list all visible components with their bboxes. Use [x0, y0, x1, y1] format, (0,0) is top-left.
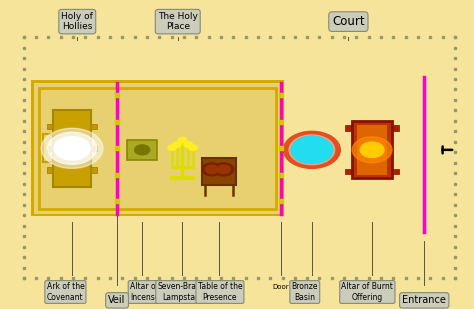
Bar [127, 140, 157, 160]
Bar [202, 158, 236, 184]
Text: Altar of Burnt
Offering: Altar of Burnt Offering [341, 282, 393, 302]
Circle shape [189, 145, 197, 150]
Circle shape [352, 137, 392, 163]
Bar [345, 125, 399, 131]
Text: Veil: Veil [109, 295, 126, 305]
Bar [47, 167, 97, 173]
Circle shape [291, 136, 333, 163]
Circle shape [41, 128, 103, 168]
Bar [53, 110, 91, 187]
Text: Altar of
Incense: Altar of Incense [130, 282, 159, 302]
Bar [356, 125, 387, 175]
Bar [31, 80, 284, 216]
Circle shape [360, 142, 384, 158]
Text: Holy of
Hollies: Holy of Hollies [61, 12, 93, 31]
Circle shape [168, 145, 176, 150]
Circle shape [184, 142, 192, 147]
Circle shape [289, 135, 335, 165]
Bar [47, 124, 97, 129]
Circle shape [47, 132, 97, 164]
Circle shape [178, 137, 187, 143]
Text: Seven-Branch
Lampstand: Seven-Branch Lampstand [157, 282, 210, 302]
Bar [47, 146, 97, 151]
Bar [39, 87, 276, 209]
Bar [345, 169, 399, 174]
Circle shape [135, 145, 150, 155]
Bar [117, 83, 281, 214]
Circle shape [202, 163, 222, 176]
Bar [352, 121, 392, 178]
Bar [39, 87, 276, 209]
Bar [34, 83, 117, 214]
Text: Table of the
Presence: Table of the Presence [198, 282, 242, 302]
Circle shape [54, 137, 90, 160]
Text: Entrance: Entrance [402, 295, 446, 305]
Circle shape [283, 131, 340, 168]
Text: Ark of the
Covenant: Ark of the Covenant [46, 282, 84, 302]
Text: Court: Court [332, 15, 365, 28]
Circle shape [217, 165, 230, 174]
Circle shape [214, 163, 234, 176]
Circle shape [173, 142, 181, 147]
Text: Door: Door [273, 284, 290, 290]
Text: Bronze
Basin: Bronze Basin [292, 282, 318, 302]
Text: The Holy
Place: The Holy Place [158, 12, 198, 31]
Circle shape [205, 165, 219, 174]
